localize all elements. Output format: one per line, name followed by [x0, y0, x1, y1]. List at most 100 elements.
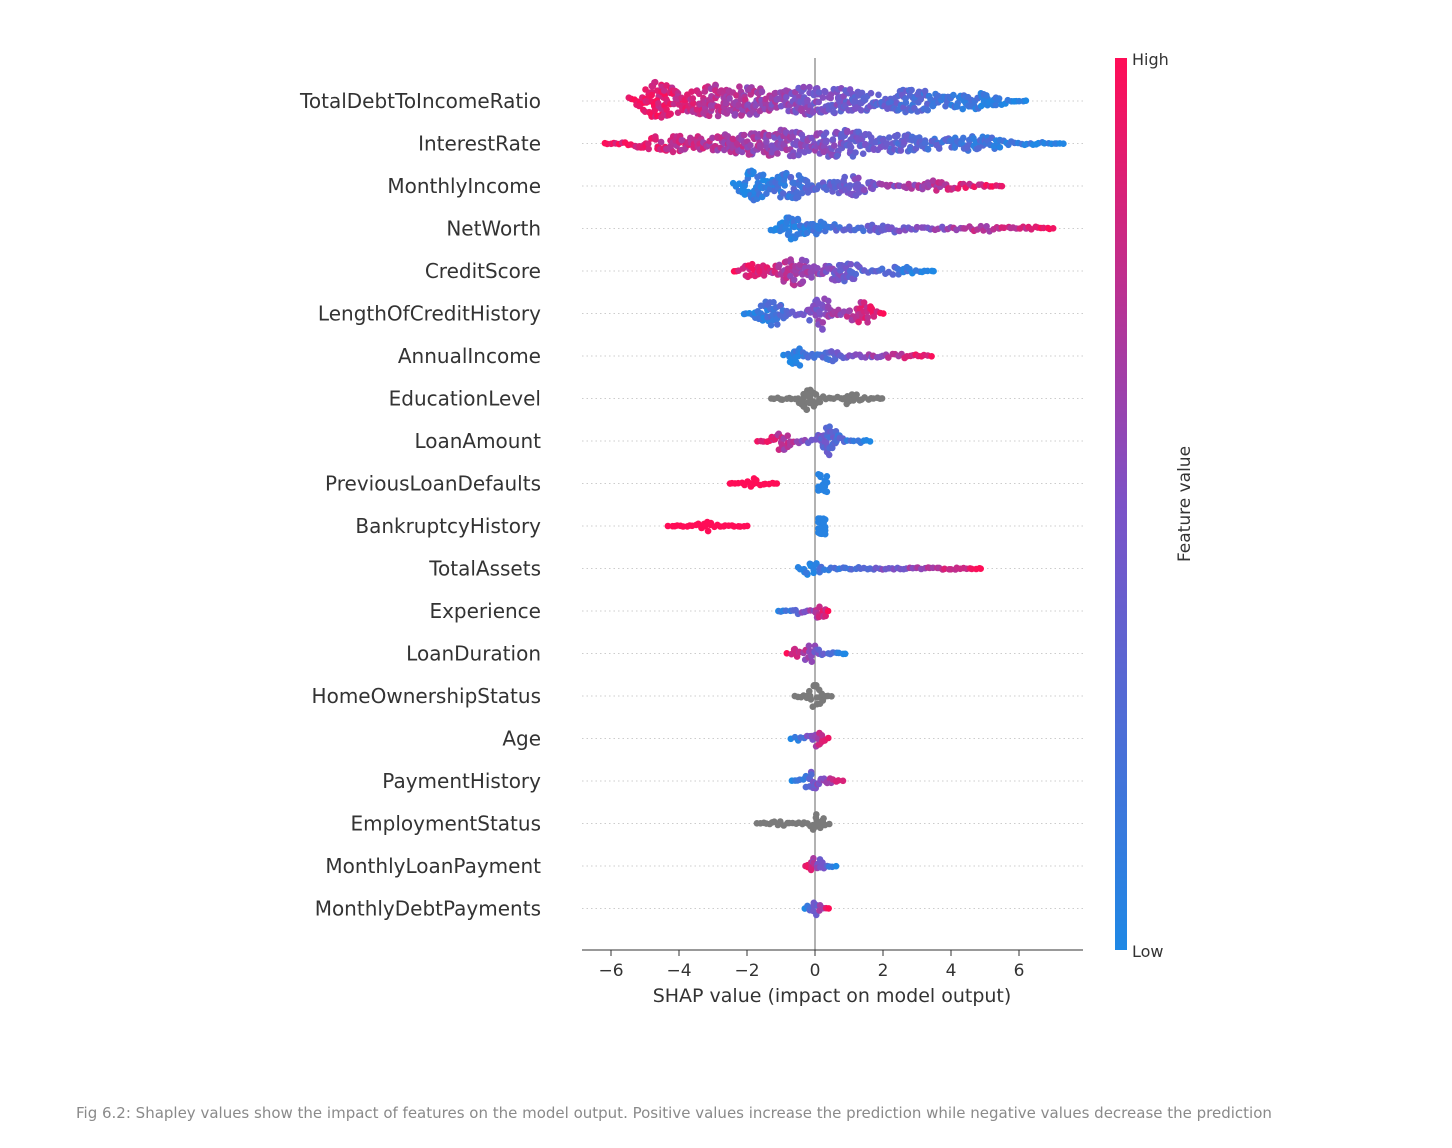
point-total-debt-to-income-ratio [712, 82, 719, 89]
point-total-debt-to-income-ratio [689, 95, 697, 102]
point-credit-score [787, 256, 794, 263]
point-interest-rate [740, 131, 748, 139]
point-monthly-income [798, 189, 806, 197]
point-loan-duration [820, 650, 827, 658]
point-monthly-income [803, 178, 811, 185]
point-total-debt-to-income-ratio [815, 98, 822, 106]
point-total-debt-to-income-ratio [738, 111, 746, 118]
point-interest-rate [922, 139, 929, 147]
x-tick-label: −2 [734, 961, 759, 981]
point-bankruptcy-history [704, 527, 712, 535]
point-monthly-income [759, 171, 767, 179]
point-length-of-credit-history [855, 318, 862, 326]
point-credit-score [849, 275, 856, 283]
point-total-debt-to-income-ratio [950, 91, 957, 99]
point-credit-score [837, 267, 844, 274]
point-total-debt-to-income-ratio [726, 95, 733, 102]
feature-label-bankruptcy-history: BankruptcyHistory [355, 514, 541, 538]
point-payment-history [839, 777, 847, 785]
point-total-debt-to-income-ratio [821, 87, 828, 95]
point-interest-rate [960, 134, 967, 142]
point-age [825, 734, 832, 742]
point-total-debt-to-income-ratio [648, 91, 655, 99]
point-education-level [878, 395, 886, 402]
point-length-of-credit-history [770, 299, 777, 306]
point-length-of-credit-history [774, 321, 781, 328]
point-total-debt-to-income-ratio [735, 101, 743, 109]
x-axis: −6 −4 −2 0 2 4 6 SHAP value (impact on model o… [582, 949, 1083, 1007]
point-total-debt-to-income-ratio [800, 83, 807, 91]
point-monthly-income [846, 182, 854, 189]
point-total-debt-to-income-ratio [858, 89, 866, 97]
point-annual-income [796, 362, 804, 369]
point-net-worth [866, 227, 874, 234]
point-annual-income [828, 348, 835, 355]
point-net-worth [913, 223, 921, 231]
point-credit-score [878, 265, 886, 273]
feature-label-employment-status: EmploymentStatus [351, 812, 541, 836]
point-total-debt-to-income-ratio [819, 94, 827, 101]
x-tick-label: −4 [666, 961, 691, 981]
point-total-debt-to-income-ratio [651, 78, 659, 86]
feature-label-net-worth: NetWorth [446, 217, 541, 241]
point-monthly-loan-payment [819, 859, 826, 866]
point-total-debt-to-income-ratio [857, 107, 865, 114]
feature-label-education-level: EducationLevel [389, 387, 541, 411]
point-loan-amount [829, 444, 836, 452]
point-total-debt-to-income-ratio [701, 88, 709, 95]
point-bankruptcy-history [744, 522, 751, 530]
point-experience [824, 607, 832, 615]
point-interest-rate [996, 144, 1004, 151]
point-length-of-credit-history [870, 313, 878, 320]
colorbar-gradient [1115, 58, 1127, 950]
point-length-of-credit-history [864, 314, 872, 321]
point-interest-rate [678, 136, 686, 144]
feature-label-experience: Experience [429, 599, 541, 623]
feature-label-home-ownership-status: HomeOwnershipStatus [312, 684, 541, 708]
point-total-debt-to-income-ratio [783, 93, 790, 101]
point-total-debt-to-income-ratio [722, 99, 730, 107]
point-net-worth [794, 215, 802, 223]
point-home-ownership-status [828, 693, 835, 700]
point-interest-rate [790, 152, 797, 160]
point-interest-rate [795, 151, 802, 159]
point-education-level [812, 391, 820, 398]
point-length-of-credit-history [819, 326, 826, 333]
feature-label-monthly-loan-payment: MonthlyLoanPayment [325, 854, 541, 878]
point-previous-loan-defaults [753, 476, 760, 484]
point-previous-loan-defaults [773, 480, 781, 487]
point-credit-score [852, 270, 860, 278]
feature-label-monthly-debt-payments: MonthlyDebtPayments [315, 897, 541, 921]
point-interest-rate [774, 150, 781, 157]
point-monthly-income [787, 174, 794, 181]
point-interest-rate [765, 131, 773, 139]
point-credit-score [930, 267, 937, 275]
point-total-assets [810, 569, 817, 577]
point-total-debt-to-income-ratio [665, 111, 673, 119]
x-axis-label: SHAP value (impact on model output) [653, 985, 1012, 1007]
point-total-debt-to-income-ratio [995, 96, 1002, 104]
feature-label-payment-history: PaymentHistory [382, 769, 541, 793]
point-education-level [803, 406, 810, 414]
point-monthly-loan-payment [832, 862, 840, 870]
point-length-of-credit-history [864, 319, 871, 326]
point-total-debt-to-income-ratio [867, 89, 875, 97]
point-interest-rate [669, 148, 677, 156]
feature-label-previous-loan-defaults: PreviousLoanDefaults [325, 472, 541, 496]
point-experience [782, 607, 790, 614]
point-interest-rate [1060, 140, 1067, 147]
point-credit-score [808, 274, 815, 281]
point-loan-duration [805, 642, 813, 650]
point-loan-amount [784, 432, 791, 440]
feature-label-total-debt-to-income-ratio: TotalDebtToIncomeRatio [299, 89, 541, 113]
point-total-debt-to-income-ratio [875, 91, 882, 99]
colorbar-high-label: High [1132, 50, 1169, 69]
point-interest-rate [822, 129, 830, 137]
point-interest-rate [897, 147, 905, 154]
point-interest-rate [844, 127, 851, 135]
point-loan-duration [815, 646, 823, 654]
point-monthly-income [929, 177, 937, 184]
point-total-debt-to-income-ratio [660, 87, 668, 94]
point-length-of-credit-history [806, 317, 813, 324]
feature-label-annual-income: AnnualIncome [398, 344, 541, 368]
